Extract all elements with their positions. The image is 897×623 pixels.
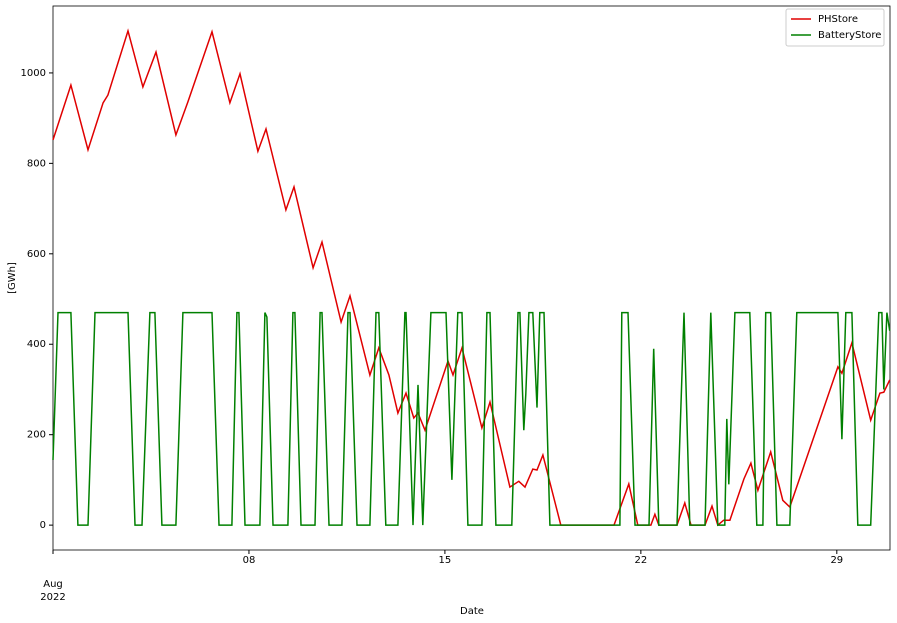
legend-label: PHStore <box>818 14 858 25</box>
y-tick-label: 200 <box>27 430 46 441</box>
x-tick-label: 08 <box>243 555 256 566</box>
legend-label: BatteryStore <box>818 30 881 41</box>
plot-frame <box>52 5 891 551</box>
data-line <box>52 28 891 527</box>
y-tick-label: 0 <box>40 520 46 531</box>
x-axis-label: Date <box>460 606 484 617</box>
y-tick-label: 600 <box>27 249 46 260</box>
y-tick-label: 1000 <box>21 68 46 79</box>
x-tick-label: 15 <box>439 555 452 566</box>
x-tick-label: 29 <box>830 555 843 566</box>
y-axis-label: [GWh] <box>7 262 18 294</box>
data-line <box>52 311 891 526</box>
x-tick-label: 22 <box>634 555 647 566</box>
x-year-label: 2022 <box>40 592 65 603</box>
y-tick-label: 400 <box>27 339 46 350</box>
x-tick-label: Aug <box>43 579 63 590</box>
y-tick-label: 800 <box>27 158 46 169</box>
